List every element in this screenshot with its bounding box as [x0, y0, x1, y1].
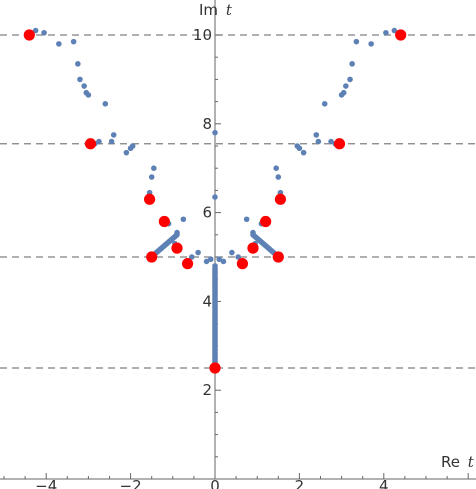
red-point [395, 29, 407, 41]
red-point [274, 193, 287, 205]
blue-point [353, 38, 360, 45]
blue-point [108, 138, 115, 145]
blue-point [243, 216, 250, 223]
blue-point [174, 229, 180, 236]
red-point [181, 258, 194, 270]
blue-point [70, 38, 77, 45]
blue-point [129, 143, 136, 149]
dense-point-run [151, 232, 180, 258]
point-segments [151, 232, 279, 371]
blue-point [32, 27, 39, 34]
blue-point [328, 138, 334, 145]
x-tick-label: 4 [379, 477, 389, 489]
x-axis-label: Re t [441, 453, 475, 471]
red-point [247, 242, 259, 254]
blue-point [313, 132, 320, 138]
blue-point [300, 149, 307, 156]
red-point [158, 215, 170, 228]
red-point [143, 193, 156, 205]
red-point [23, 29, 35, 41]
blue-point [151, 165, 157, 171]
blue-point [212, 263, 218, 269]
blue-point [216, 256, 223, 263]
blue-point [77, 76, 83, 83]
blue-point [349, 61, 355, 67]
y-axis-label-var: t [226, 1, 233, 19]
red-points [23, 29, 407, 374]
blue-point [110, 132, 117, 138]
dense-point-run [250, 232, 279, 258]
blue-point [315, 138, 322, 145]
blue-point [368, 41, 374, 47]
x-axis-label-main: Re [441, 453, 460, 471]
x-tick-label: −2 [120, 477, 142, 489]
blue-point [188, 254, 195, 260]
red-point [171, 242, 183, 254]
blue-point [229, 249, 235, 256]
y-tick-label: 8 [202, 115, 212, 133]
red-point [260, 215, 272, 228]
y-axis-label: Im t [199, 1, 233, 19]
blue-point [212, 194, 218, 200]
blue-point [347, 76, 353, 83]
red-point [272, 251, 284, 263]
blue-point [75, 61, 81, 67]
blue-point [148, 174, 155, 180]
red-point [146, 251, 158, 263]
blue-point [102, 101, 109, 107]
red-point [236, 258, 249, 270]
red-point [209, 362, 221, 374]
y-axis-label-main: Im [199, 1, 218, 19]
red-point [333, 138, 346, 150]
y-tick-label: 10 [193, 26, 212, 44]
blue-point [212, 129, 218, 136]
y-tick-label: 4 [202, 292, 212, 310]
x-tick-label: 0 [210, 477, 220, 489]
blue-point [321, 101, 328, 107]
blue-point [294, 143, 301, 149]
blue-point [81, 83, 87, 89]
blue-point [180, 216, 187, 223]
x-tick-label: −4 [35, 477, 57, 489]
blue-point [220, 258, 227, 265]
blue-point [275, 174, 282, 180]
blue-point [273, 165, 279, 171]
blue-point [195, 249, 201, 256]
x-tick-label: 2 [295, 477, 305, 489]
blue-point [340, 89, 347, 96]
x-ticks: −4 −2 0 2 4 [3, 473, 469, 489]
blue-point [203, 258, 210, 265]
blue-point [235, 254, 242, 260]
blue-point [250, 229, 256, 236]
x-axis-label-var: t [468, 453, 475, 471]
blue-point [207, 256, 214, 263]
blue-point [56, 41, 62, 47]
blue-point [96, 138, 102, 145]
blue-point [343, 83, 349, 89]
y-ticks: 2 4 6 8 10 [193, 26, 221, 480]
red-point [84, 138, 97, 150]
blue-point [391, 27, 398, 34]
blue-point [85, 92, 92, 98]
blue-point [123, 149, 130, 156]
blue-point [383, 29, 389, 36]
y-tick-label: 6 [202, 204, 212, 222]
y-tick-label: 2 [202, 381, 212, 399]
reference-lines [0, 34, 476, 369]
blue-point [41, 29, 47, 36]
